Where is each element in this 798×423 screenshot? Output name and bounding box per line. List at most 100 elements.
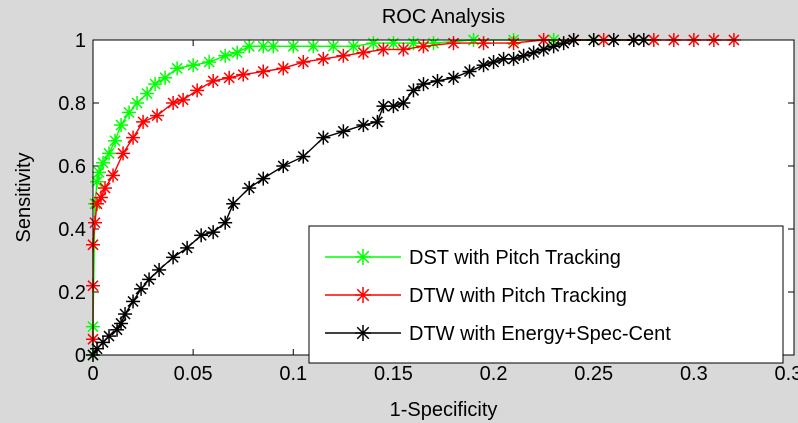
x-tick-label: 0.35 — [775, 363, 798, 385]
data-point — [266, 39, 281, 54]
data-point — [326, 39, 341, 54]
data-point — [356, 118, 371, 133]
data-point — [506, 51, 521, 66]
y-tick-label: 0.6 — [58, 156, 86, 178]
data-point — [316, 130, 331, 145]
x-tick-label: 0.3 — [680, 363, 708, 385]
data-point — [140, 86, 155, 101]
legend-marker — [355, 249, 371, 265]
chart-title: ROC Analysis — [382, 6, 505, 28]
data-point — [386, 99, 401, 114]
data-point — [158, 70, 173, 85]
data-point — [236, 67, 251, 82]
data-point — [114, 118, 129, 133]
data-point — [346, 39, 361, 54]
data-point — [370, 114, 385, 129]
data-point — [148, 77, 163, 92]
data-point — [386, 36, 401, 51]
data-point — [376, 42, 391, 57]
data-point — [218, 215, 233, 230]
data-point — [98, 181, 113, 196]
legend-marker — [355, 287, 371, 303]
data-point — [446, 36, 461, 51]
data-point — [152, 262, 167, 277]
data-point — [170, 61, 185, 76]
y-axis-label: Sensitivity — [13, 152, 35, 242]
legend-marker — [355, 325, 371, 341]
data-point — [242, 39, 257, 54]
data-point — [356, 45, 371, 60]
data-point — [206, 73, 221, 88]
data-point — [396, 42, 411, 57]
x-axis-label: 1-Specificity — [390, 399, 498, 421]
data-point — [506, 36, 521, 51]
legend-label: DST with Pitch Tracking — [409, 247, 621, 269]
data-point — [406, 83, 421, 98]
data-point — [556, 36, 571, 51]
data-point — [166, 96, 181, 110]
x-tick-label: 0.15 — [374, 363, 413, 385]
legend-item: DST with Pitch Tracking — [325, 247, 621, 269]
data-point — [426, 36, 441, 51]
data-point — [166, 250, 181, 265]
data-point — [286, 39, 301, 54]
data-point — [186, 58, 201, 73]
data-point — [486, 55, 501, 70]
data-point — [276, 159, 291, 173]
data-point — [316, 51, 331, 66]
y-tick-label: 0.8 — [58, 93, 86, 115]
data-point — [306, 39, 321, 54]
data-point — [396, 96, 411, 110]
data-point — [476, 36, 491, 51]
data-point — [202, 55, 217, 70]
data-point — [276, 61, 291, 76]
data-point — [230, 45, 245, 60]
data-point — [116, 146, 131, 161]
y-tick-label: 1 — [75, 30, 86, 52]
y-tick-label: 0.2 — [58, 282, 86, 304]
data-point — [446, 70, 461, 85]
data-point — [142, 272, 157, 287]
data-point — [136, 114, 151, 129]
data-point — [336, 124, 351, 139]
data-point — [130, 96, 145, 110]
x-tick-label: 0.1 — [279, 363, 307, 385]
legend-item: DTW with Energy+Spec-Cent — [325, 323, 671, 345]
data-point — [176, 92, 191, 107]
data-point — [256, 64, 271, 79]
data-point — [134, 281, 149, 296]
legend: DST with Pitch Tracking DTW with Pitch Tr… — [308, 225, 784, 364]
data-point — [118, 307, 133, 322]
data-point — [226, 196, 241, 211]
data-point — [416, 39, 431, 54]
data-point — [256, 39, 271, 54]
x-tick-label: 0 — [87, 363, 98, 385]
data-point — [218, 48, 233, 63]
data-point — [122, 105, 137, 120]
data-point — [296, 149, 311, 164]
legend-label: DTW with Pitch Tracking — [409, 285, 627, 307]
x-tick-label: 0.05 — [174, 363, 213, 385]
data-point — [336, 48, 351, 63]
data-point — [102, 329, 117, 344]
data-point — [90, 174, 105, 189]
data-point — [516, 48, 531, 63]
data-point — [126, 294, 141, 309]
data-point — [102, 146, 117, 161]
y-tick-label: 0 — [75, 345, 86, 367]
data-point — [526, 45, 541, 60]
data-point — [296, 55, 311, 70]
series-3 — [86, 33, 651, 362]
data-point — [108, 133, 123, 148]
data-point — [126, 130, 141, 145]
data-point — [242, 181, 257, 196]
data-point — [190, 83, 205, 98]
data-point — [150, 108, 165, 123]
data-point — [546, 39, 561, 54]
legend-label: DTW with Energy+Spec-Cent — [409, 323, 671, 345]
data-point — [536, 42, 551, 57]
data-point — [90, 341, 105, 356]
axis-ticks: 0 0.05 0.1 0.15 0.2 0.25 0.3 0.35 0 0.2 0.4 0.6 0.8 1 — [58, 30, 798, 385]
x-tick-label: 0.25 — [574, 363, 613, 385]
